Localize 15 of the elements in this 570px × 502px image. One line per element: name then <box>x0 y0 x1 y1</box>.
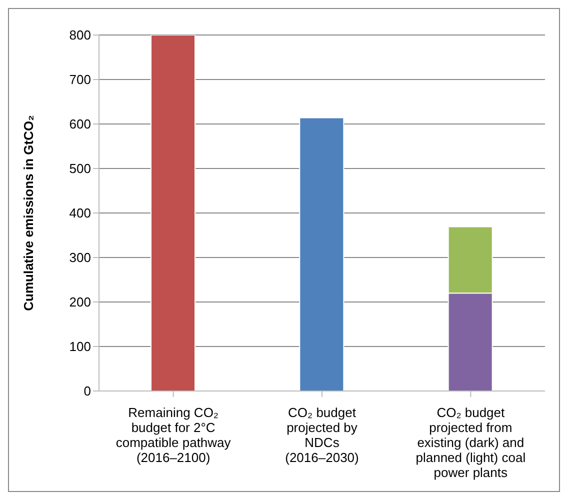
x-tick-label: CO₂ budget projected by NDCs (2016–2030) <box>285 405 359 465</box>
y-tick-label: 600 <box>69 116 91 132</box>
y-tick-label: 0 <box>84 384 91 399</box>
y-tick-label: 700 <box>69 72 91 88</box>
y-axis-title: Cumulative emissions in GtCO₂ <box>21 114 36 311</box>
y-tick-label: 500 <box>69 161 91 176</box>
y-tick-label: 200 <box>69 294 91 310</box>
bar <box>150 35 196 391</box>
y-tick-label: 400 <box>69 206 91 221</box>
bar <box>299 117 344 391</box>
y-tick-label: 300 <box>69 250 91 266</box>
x-tick-label: Remaining CO₂ budget for 2°C compatible pathway (2016–2100) <box>116 405 232 465</box>
y-tick-label: 100 <box>69 339 91 354</box>
x-tick-label: CO₂ budget projected from existing (dark) and planned (light) coal power plants <box>416 405 526 480</box>
y-tick-label: 800 <box>69 28 91 43</box>
